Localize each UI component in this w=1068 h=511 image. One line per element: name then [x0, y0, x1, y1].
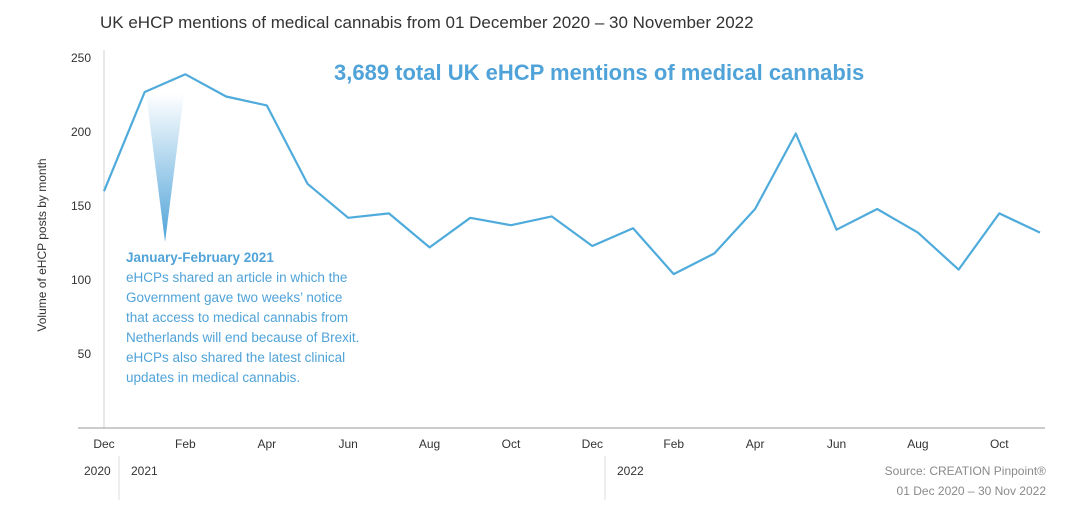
data-points	[102, 72, 1042, 276]
data-point	[1038, 231, 1042, 235]
data-point	[183, 72, 187, 76]
source-line: Source: CREATION Pinpoint®	[885, 464, 1047, 478]
x-tick-label: Aug	[907, 437, 928, 451]
x-tick-label: Jun	[827, 437, 846, 451]
x-tick-label: Apr	[746, 437, 765, 451]
x-tick-label: Aug	[419, 437, 440, 451]
data-point	[265, 103, 269, 107]
year-label-2022: 2022	[617, 464, 644, 478]
data-point	[957, 268, 961, 272]
data-point	[346, 216, 350, 220]
x-tick-label: Dec	[582, 437, 603, 451]
annotation-line: that access to medical cannabis from	[126, 310, 348, 325]
y-axis-ticks: 50 100 150 200 250	[71, 51, 91, 361]
x-tick-label: Oct	[990, 437, 1009, 451]
x-axis-tick-labels: Dec Feb Apr Jun Aug Oct Dec Feb Apr Jun Aug Oct	[93, 437, 1009, 451]
data-point	[509, 223, 513, 227]
data-point	[835, 228, 839, 232]
annotation-heading: January-February 2021	[126, 250, 274, 265]
data-point	[224, 94, 228, 98]
annotation-line: eHCPs also shared the latest clinical	[126, 350, 345, 365]
source-date-range: 01 Dec 2020 – 30 Nov 2022	[897, 484, 1047, 498]
data-point	[712, 251, 716, 255]
data-point	[550, 214, 554, 218]
x-tick-label: Dec	[93, 437, 114, 451]
year-label-2020: 2020	[84, 464, 111, 478]
total-mentions-headline: 3,689 total UK eHCP mentions of medical …	[334, 60, 864, 85]
y-tick-label: 150	[71, 199, 91, 213]
chart-title: UK eHCP mentions of medical cannabis fro…	[100, 13, 754, 32]
data-point	[102, 189, 106, 193]
data-point	[387, 211, 391, 215]
x-tick-label: Feb	[175, 437, 196, 451]
data-point	[875, 207, 879, 211]
data-point	[672, 272, 676, 276]
series-line	[102, 73, 1041, 276]
data-point	[428, 245, 432, 249]
y-tick-label: 50	[78, 347, 92, 361]
data-point	[753, 207, 757, 211]
data-point	[794, 131, 798, 135]
annotation-line: eHCPs shared an article in which the	[126, 270, 347, 285]
data-point	[631, 226, 635, 230]
annotation-pointer	[146, 93, 185, 243]
x-tick-label: Apr	[257, 437, 276, 451]
x-tick-label: Jun	[338, 437, 357, 451]
y-axis-label: Volume of eHCP posts by month	[35, 158, 49, 331]
year-label-2021: 2021	[131, 464, 158, 478]
data-point	[468, 216, 472, 220]
y-tick-label: 100	[71, 273, 91, 287]
annotation-text: January-February 2021 eHCPs shared an ar…	[126, 250, 359, 385]
annotation-line: updates in medical cannabis.	[126, 370, 300, 385]
y-tick-label: 200	[71, 125, 91, 139]
data-point	[305, 182, 309, 186]
data-point	[143, 90, 147, 94]
y-tick-label: 250	[71, 51, 91, 65]
x-tick-label: Oct	[502, 437, 521, 451]
x-tick-label: Feb	[663, 437, 684, 451]
data-point	[590, 244, 594, 248]
annotation-line: Government gave two weeks’ notice	[126, 290, 342, 305]
annotation-line: Netherlands will end because of Brexit.	[126, 330, 359, 345]
data-point	[997, 211, 1001, 215]
data-point	[916, 231, 920, 235]
